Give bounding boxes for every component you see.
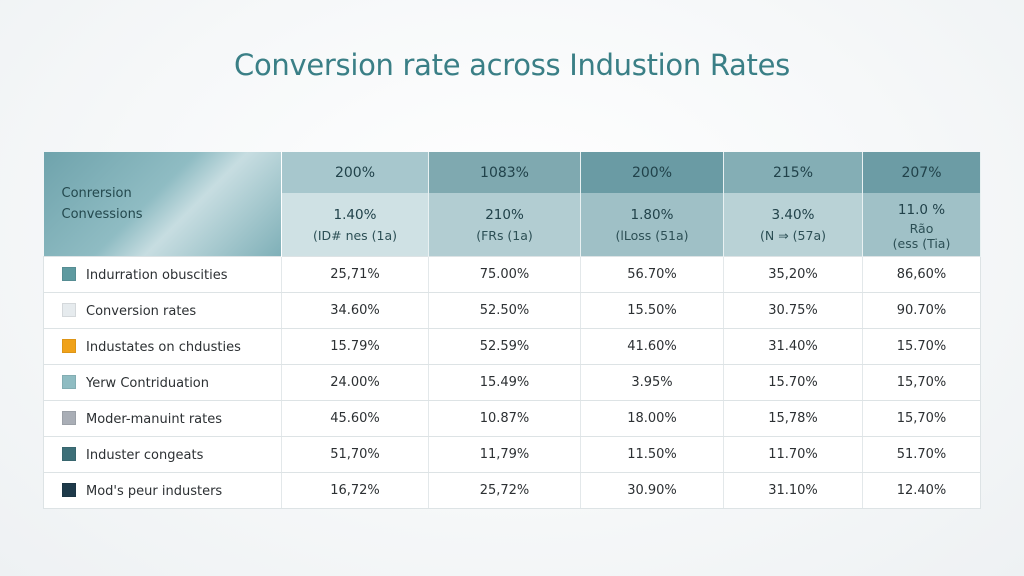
table-cell: 15.70%	[862, 328, 981, 365]
row-label-cell: Indurration obuscities	[43, 256, 282, 293]
column-header-value: 11.0 %	[897, 201, 946, 218]
table-cell: 25,71%	[281, 256, 429, 293]
column-header-note: (ID# nes (1a)	[312, 227, 398, 243]
row-label-cell: Yerw Contriduation	[43, 364, 282, 401]
header-row-top: Conrersion Convessions 200% 1083% 200% 2…	[43, 152, 981, 257]
row-label: Induster congeats	[86, 447, 204, 463]
column-header-sub: 3.40% (N ⇒ (57a)	[723, 193, 863, 257]
table-cell: 3.95%	[580, 364, 724, 401]
table-cell: 30.90%	[580, 472, 724, 509]
row-label-cell: Industates on chdusties	[43, 328, 282, 365]
table-cell: 15,70%	[862, 400, 981, 437]
table-cell: 86,60%	[862, 256, 981, 293]
row-label-cell: Conversion rates	[43, 292, 282, 329]
table-cell: 34.60%	[281, 292, 429, 329]
row-color-swatch	[62, 446, 76, 461]
row-label-cell: Moder-manuint rates	[43, 400, 282, 437]
conversion-table: Conrersion Convessions 200% 1083% 200% 2…	[43, 152, 981, 509]
table-cell: 15.50%	[580, 292, 724, 329]
table-cell: 10.87%	[428, 400, 581, 437]
table-cell: 24.00%	[281, 364, 429, 401]
table-row: Yerw Contriduation 24.00% 15.49% 3.95% 15.70…	[43, 364, 981, 401]
row-label: Industates on chdusties	[86, 339, 241, 355]
table-row: Moder-manuint rates 45.60% 10.87% 18.00% 15,…	[43, 400, 981, 437]
table-row: Induster congeats 51,70% 11,79% 11.50% 11.70…	[43, 436, 981, 473]
table-cell: 15.49%	[428, 364, 581, 401]
column-header-sub: 210% (FRs (1a)	[428, 193, 581, 257]
header-label-line-2: Convessions	[61, 207, 143, 222]
row-label: Conversion rates	[86, 303, 197, 319]
table-cell: 15.70%	[723, 364, 863, 401]
table-row: Industates on chdusties 15.79% 52.59% 41.60…	[43, 328, 981, 365]
row-label: Moder-manuint rates	[86, 411, 222, 427]
table-cell: 16,72%	[281, 472, 429, 509]
column-header-top: 1083%	[428, 152, 581, 193]
table-cell: 52.50%	[428, 292, 581, 329]
column-header-value: 1.40%	[333, 206, 377, 223]
column-header-sub: 1.80% (lLoss (51a)	[580, 193, 724, 257]
table-cell: 35,20%	[723, 256, 863, 293]
table-cell: 15,70%	[862, 364, 981, 401]
column-header-sub: 11.0 % Rão (ess (Tia)	[862, 193, 981, 257]
table-cell: 52.59%	[428, 328, 581, 365]
table-cell: 56.70%	[580, 256, 724, 293]
table-row: Conversion rates 34.60% 52.50% 15.50% 30.75%…	[43, 292, 981, 329]
column-header-note: (FRs (1a)	[476, 227, 533, 243]
column-header-note: Rão (ess (Tia)	[892, 220, 951, 251]
column-header-sub: 1.40% (ID# nes (1a)	[281, 193, 429, 257]
row-label: Yerw Contriduation	[86, 375, 210, 391]
column-header-note: (lLoss (51a)	[615, 227, 689, 243]
header-label-cell: Conrersion Convessions	[43, 152, 282, 257]
row-color-swatch	[62, 338, 76, 353]
chart-title: Conversion rate across Industion Rates	[234, 48, 790, 82]
table-cell: 31.10%	[723, 472, 863, 509]
table-body: Indurration obuscities 25,71% 75.00% 56.70%…	[43, 256, 981, 509]
row-label: Indurration obuscities	[86, 267, 228, 283]
table-cell: 11.70%	[723, 436, 863, 473]
row-color-swatch	[62, 266, 76, 281]
header-label-line-1: Conrersion	[61, 186, 132, 201]
table-cell: 31.40%	[723, 328, 863, 365]
table-cell: 15.79%	[281, 328, 429, 365]
row-label-cell: Mod's pеur industers	[43, 472, 282, 509]
table-cell: 51.70%	[862, 436, 981, 473]
column-header-value: 1.80%	[630, 206, 674, 223]
row-color-swatch	[62, 302, 76, 317]
row-color-swatch	[62, 482, 76, 497]
table-cell: 18.00%	[580, 400, 724, 437]
table-row: Mod's pеur industers 16,72% 25,72% 30.90% 31…	[43, 472, 981, 509]
table-cell: 12.40%	[862, 472, 981, 509]
column-header-top: 215%	[723, 152, 863, 193]
column-header-top: 200%	[281, 152, 429, 193]
row-color-swatch	[62, 374, 76, 389]
table-cell: 15,78%	[723, 400, 863, 437]
table-cell: 90.70%	[862, 292, 981, 329]
row-label: Mod's pеur industers	[86, 483, 223, 499]
table-cell: 51,70%	[281, 436, 429, 473]
table-cell: 30.75%	[723, 292, 863, 329]
header-row-sub: 1.40% (ID# nes (1a) 210% (FRs (1a) 1.80%…	[44, 193, 981, 257]
column-header-top: 200%	[580, 152, 724, 193]
column-header-note: (N ⇒ (57a)	[760, 227, 826, 243]
row-label-cell: Induster congeats	[43, 436, 282, 473]
column-header-value: 3.40%	[771, 206, 815, 223]
table-cell: 75.00%	[428, 256, 581, 293]
row-color-swatch	[62, 410, 76, 425]
table-cell: 11,79%	[428, 436, 581, 473]
column-header-value: 210%	[485, 206, 524, 223]
table-cell: 41.60%	[580, 328, 724, 365]
table-cell: 45.60%	[281, 400, 429, 437]
table-cell: 11.50%	[580, 436, 724, 473]
table-cell: 25,72%	[428, 472, 581, 509]
column-header-top: 207%	[862, 152, 981, 193]
table-row: Indurration obuscities 25,71% 75.00% 56.70%…	[43, 256, 981, 293]
